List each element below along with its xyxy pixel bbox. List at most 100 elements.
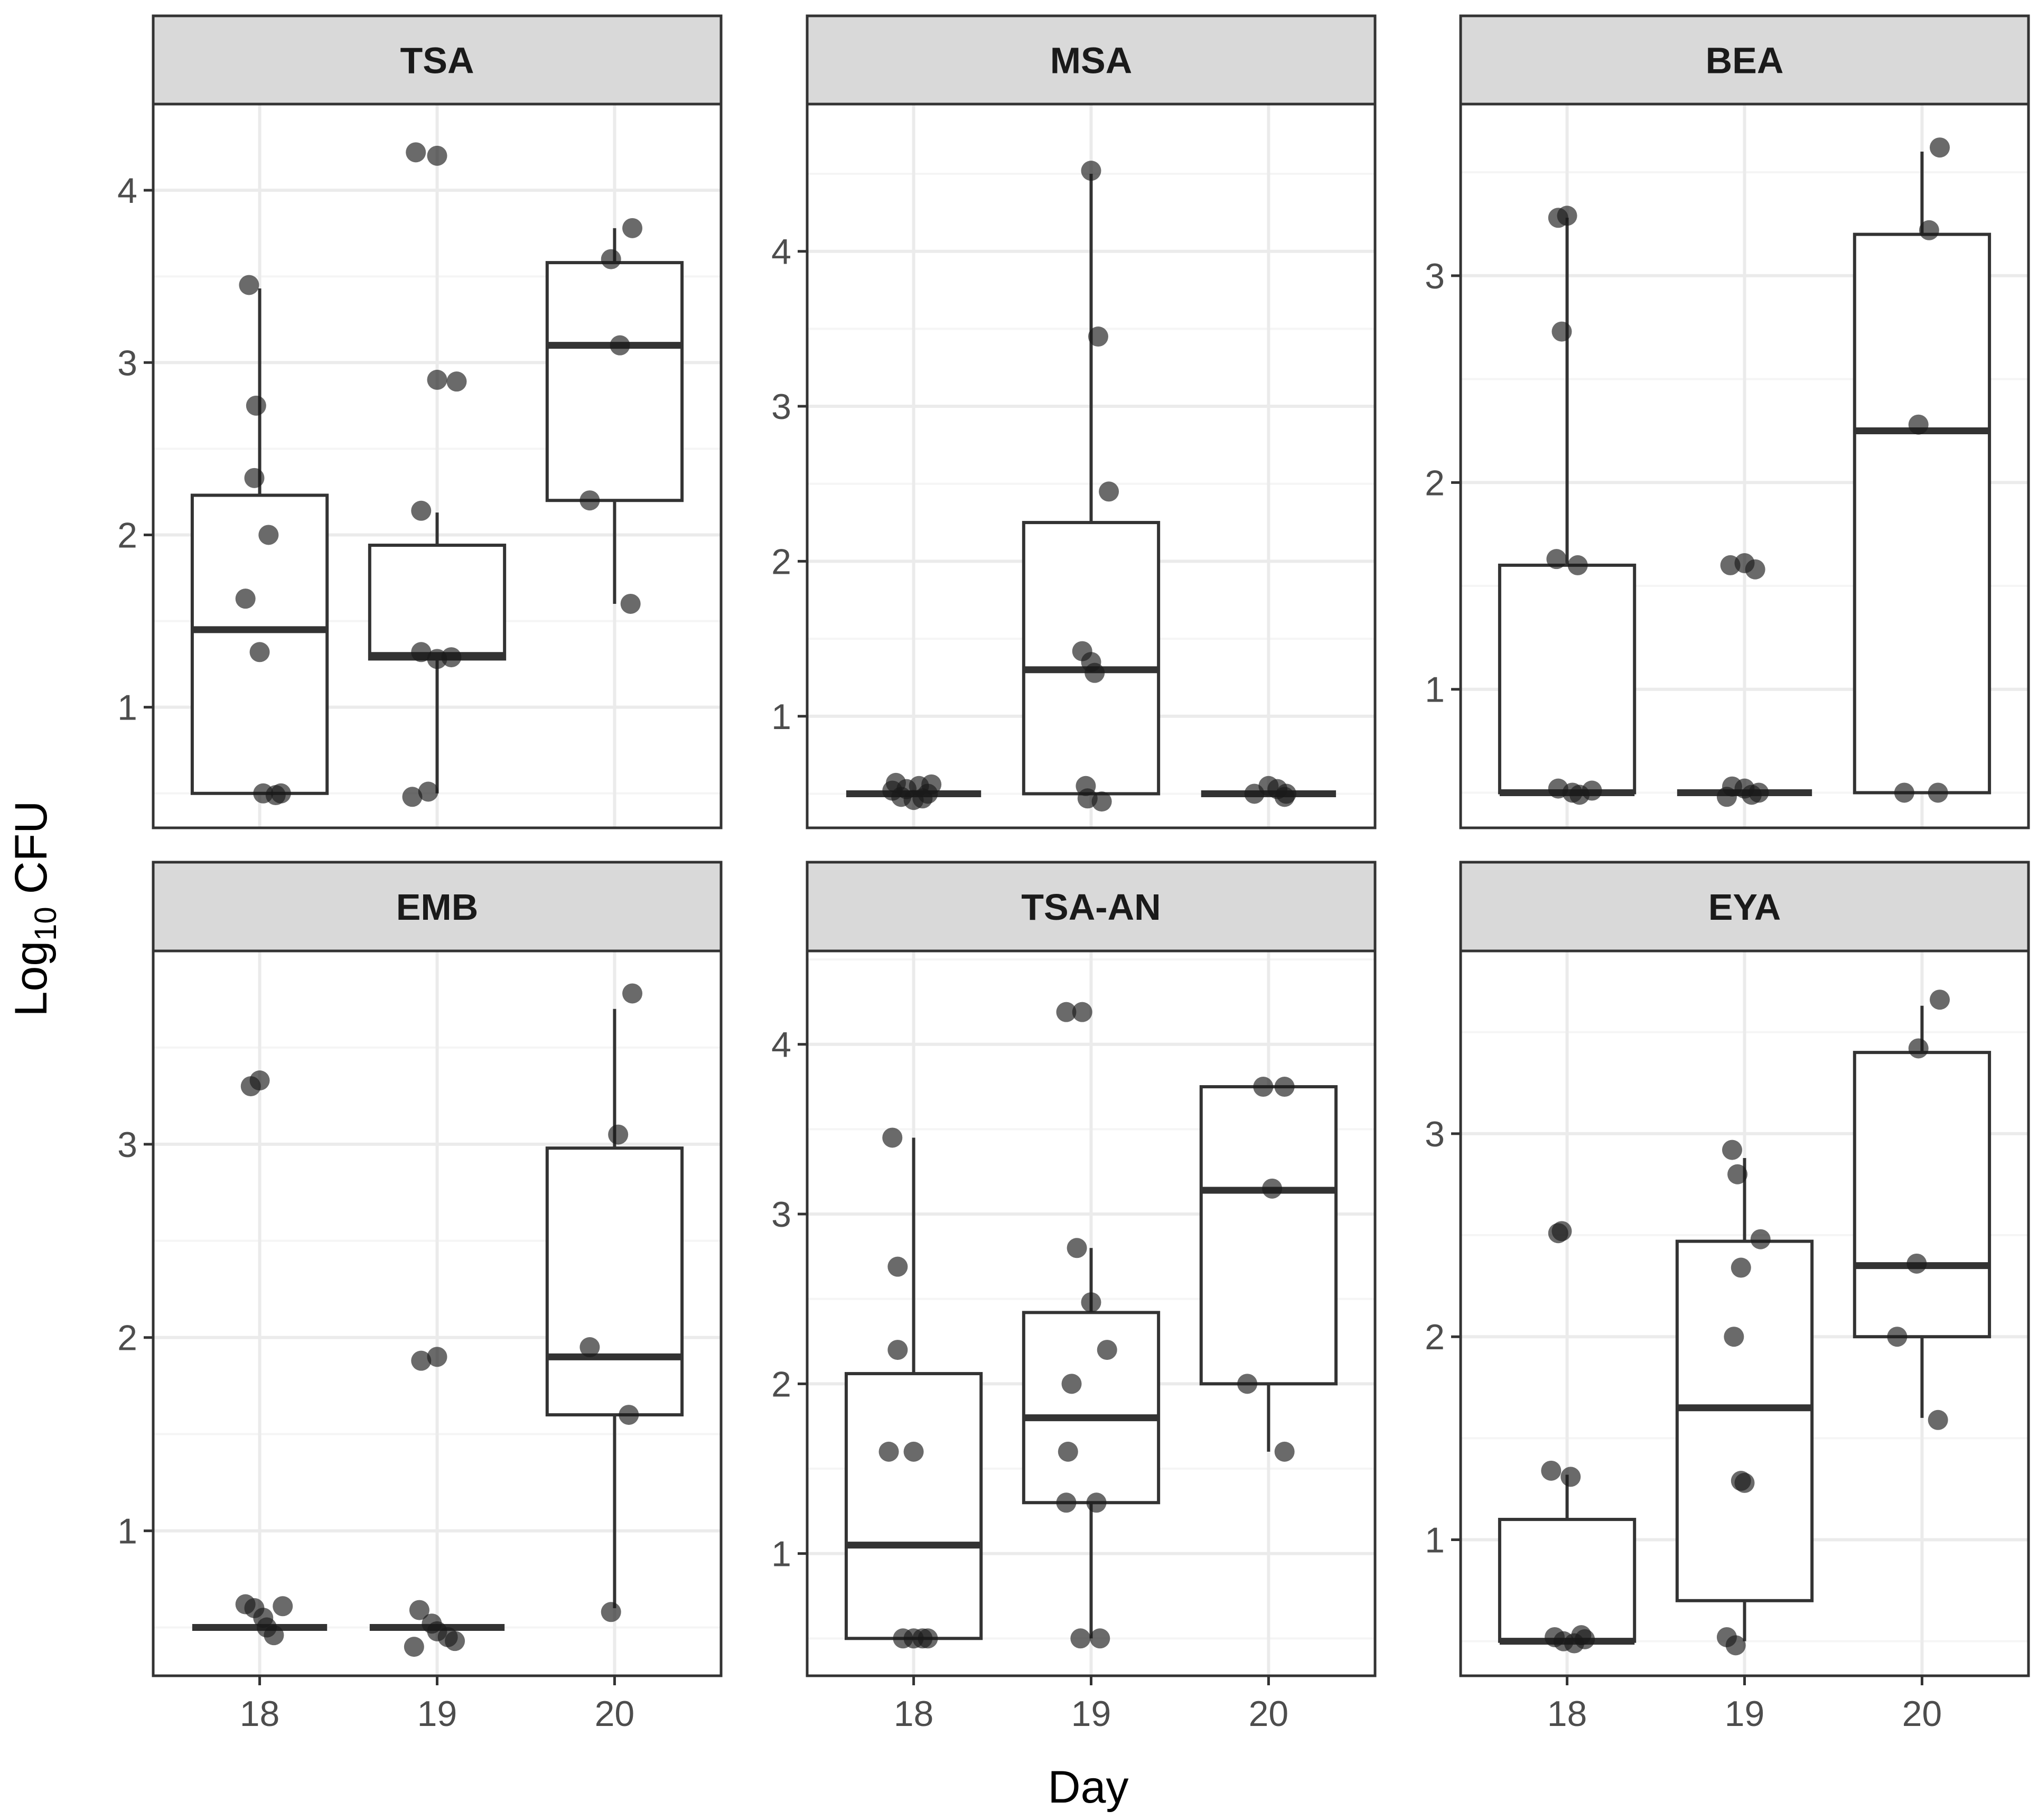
data-point [579,1337,600,1358]
data-point [1088,326,1108,347]
data-point [427,369,447,390]
data-point [1919,220,1939,240]
box-iqr [1199,1085,1338,1386]
strip-label: TSA [400,40,474,81]
data-point [1582,780,1602,801]
strip-background [806,14,1377,106]
data-point [878,1441,899,1462]
data-point [1072,1002,1092,1022]
data-point [1745,559,1765,580]
data-point [404,1637,424,1657]
data-point [1567,555,1588,575]
data-point [1091,791,1112,812]
x-tick-label: 19 [1071,1694,1111,1734]
data-point [411,500,432,521]
y-axis-title-suffix: CFU [6,801,57,907]
data-point [235,589,256,609]
y-tick-label: 1 [771,1534,791,1574]
data-point [411,642,432,662]
box-iqr [1853,232,1992,795]
data-point [445,1631,465,1651]
x-tick-label: 20 [595,1694,635,1734]
strip-label: BEA [1706,40,1784,81]
data-point [1086,1492,1107,1513]
data-point [1253,1077,1274,1097]
data-point [1274,787,1295,807]
y-tick-label: 1 [1425,1520,1445,1561]
data-point [1085,662,1105,683]
data-point [246,395,266,416]
data-point [446,371,467,392]
panel-tsa: TSA 1 2 3 4 [117,14,723,829]
data-point [1070,1628,1091,1649]
strip-background [1459,14,2030,106]
box-iqr [1853,1051,1992,1339]
data-point [409,1600,429,1620]
data-point [1274,1441,1295,1462]
box-iqr [1498,1518,1637,1643]
data-point [1749,782,1769,803]
y-tick-label: 2 [771,1364,791,1404]
data-point [882,780,903,801]
data-point [882,1127,903,1148]
data-point [1575,1629,1595,1649]
y-axis-title-subscript: 10 [29,907,63,941]
data-point [411,1350,432,1371]
data-point [903,1441,924,1462]
data-point [622,983,643,1004]
y-tick-label: 1 [117,1511,137,1552]
data-point [249,1070,270,1091]
y-tick-label: 2 [117,515,137,555]
box-iqr [844,1372,983,1640]
data-point [601,1602,621,1622]
data-point [1906,1253,1927,1274]
data-point [1081,161,1101,181]
data-point [1894,782,1914,803]
data-point [1731,1257,1751,1278]
data-point [264,1625,284,1646]
data-point [1928,782,1948,803]
y-tick-label: 3 [771,387,791,427]
panel-tsa-an: TSA-AN 1 2 3 4 18 19 20 [771,861,1377,1734]
box-iqr [368,544,507,661]
data-point [258,525,279,545]
data-point [402,787,423,807]
y-tick-label: 4 [117,171,137,211]
x-tick-label: 18 [1547,1694,1587,1734]
x-tick-label: 20 [1902,1694,1942,1734]
y-tick-label: 2 [1425,463,1445,503]
panel-bea: BEA 1 2 3 [1425,14,2030,829]
data-point [579,490,600,511]
data-point [1551,1221,1572,1242]
data-point [1061,1374,1082,1394]
y-tick-label: 2 [117,1318,137,1358]
data-point [1081,1292,1101,1313]
strip-label: EYA [1708,886,1781,928]
y-axis-title: Log10 CFU [6,801,63,1017]
box-iqr [1022,1311,1161,1505]
data-point [441,647,462,668]
data-point [1928,1410,1948,1430]
y-tick-label: 1 [117,688,137,728]
data-point [1099,481,1119,502]
data-point [1056,1492,1077,1513]
data-point [1750,1229,1771,1249]
panel-msa: MSA 1 2 3 4 [771,14,1377,829]
data-point [601,249,621,269]
data-point [1908,1038,1929,1059]
data-point [418,781,438,802]
strip-label: TSA-AN [1021,886,1161,928]
data-point [1262,1178,1283,1199]
data-point [1546,549,1567,570]
data-point [1541,1460,1562,1481]
data-point [427,1347,447,1367]
data-point [1560,1467,1581,1487]
data-point [1930,990,1950,1010]
data-point [239,275,259,295]
y-axis-title-base: Log [6,941,57,1017]
strip-background [806,861,1377,953]
y-tick-label: 2 [1425,1317,1445,1357]
data-point [912,788,933,809]
box-iqr [1675,1239,1814,1602]
